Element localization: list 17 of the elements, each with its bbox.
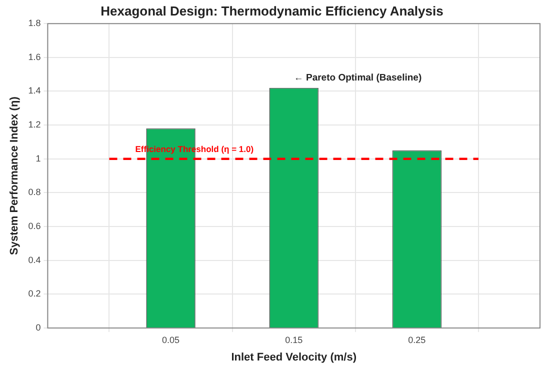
x-tick-label: 0.25 xyxy=(408,334,426,345)
y-tick-label: 0 xyxy=(36,322,41,332)
y-axis-title: System Performance Index (η) xyxy=(8,96,21,255)
y-tick-label: 0.6 xyxy=(28,221,41,232)
y-tick-label: 0.2 xyxy=(28,288,41,299)
y-tick-label: 0.8 xyxy=(28,187,41,198)
x-tick-label: 0.05 xyxy=(162,334,180,345)
y-tick-label: 1.2 xyxy=(28,120,41,130)
chart-title: Hexagonal Design: Thermodynamic Efficiency Analysis xyxy=(100,3,444,18)
y-tick-label: 0.4 xyxy=(28,254,41,265)
x-tick-label: 0.15 xyxy=(285,334,303,345)
y-tick-label: 1.6 xyxy=(28,52,41,62)
y-tick-label: 1.4 xyxy=(28,86,41,96)
x-axis-title: Inlet Feed Velocity (m/s) xyxy=(231,351,357,364)
annotation: ← Pareto Optimal (Baseline) xyxy=(294,72,422,84)
y-tick-label: 1.8 xyxy=(28,18,41,28)
y-tick-label: 1 xyxy=(36,153,41,164)
